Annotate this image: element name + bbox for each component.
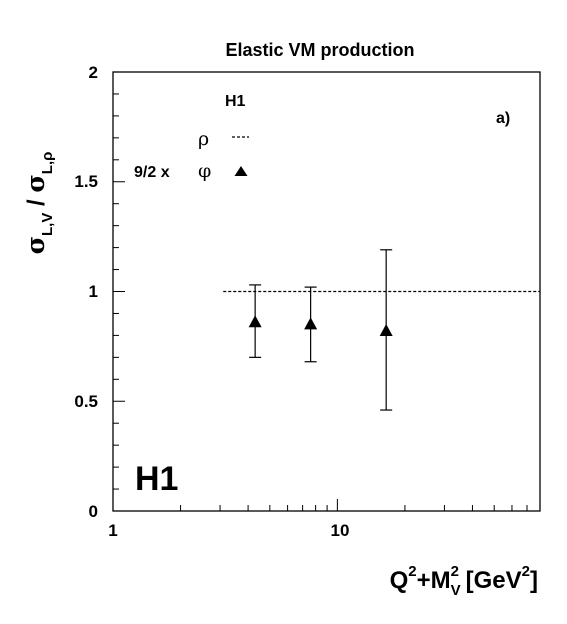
triangle-marker [248, 315, 262, 328]
y-tick-label-1.5: 1.5 [74, 172, 98, 191]
phi-data-points [248, 249, 393, 411]
legend-header: H1 [225, 93, 246, 110]
panel-label: a) [496, 110, 510, 127]
phi-point-1 [248, 284, 262, 358]
x-tick-label-1: 1 [108, 521, 117, 540]
phi-point-3 [379, 249, 393, 411]
y-axis-ticks [113, 71, 125, 512]
phi-point-2 [304, 286, 318, 363]
h1-logo: H1 [135, 460, 178, 498]
triangle-marker [304, 317, 318, 330]
y-axis-tick-labels: 0 0.5 1 1.5 2 [74, 63, 98, 521]
x-tick-label-10: 10 [331, 521, 350, 540]
x-axis-title: Q2+MV2 [GeV2] [390, 563, 538, 599]
y-tick-label-1: 1 [89, 282, 98, 301]
y-tick-label-0: 0 [89, 502, 98, 521]
x-axis-ticks [112, 499, 541, 511]
legend-phi-symbol: φ [198, 160, 211, 182]
legend-phi-prefix: 9/2 x [134, 164, 170, 181]
y-tick-label-2: 2 [89, 63, 98, 82]
y-axis-title: σL,V / σL,ρ [21, 152, 56, 255]
chart-title: Elastic VM production [225, 40, 414, 60]
legend: H1 ρ 9/2 x φ [134, 93, 249, 182]
legend-rho-symbol: ρ [198, 128, 209, 150]
legend-phi-marker [234, 166, 248, 176]
y-tick-label-0.5: 0.5 [74, 392, 98, 411]
triangle-marker [379, 324, 393, 337]
x-axis-tick-labels: 1 10 [108, 521, 349, 540]
